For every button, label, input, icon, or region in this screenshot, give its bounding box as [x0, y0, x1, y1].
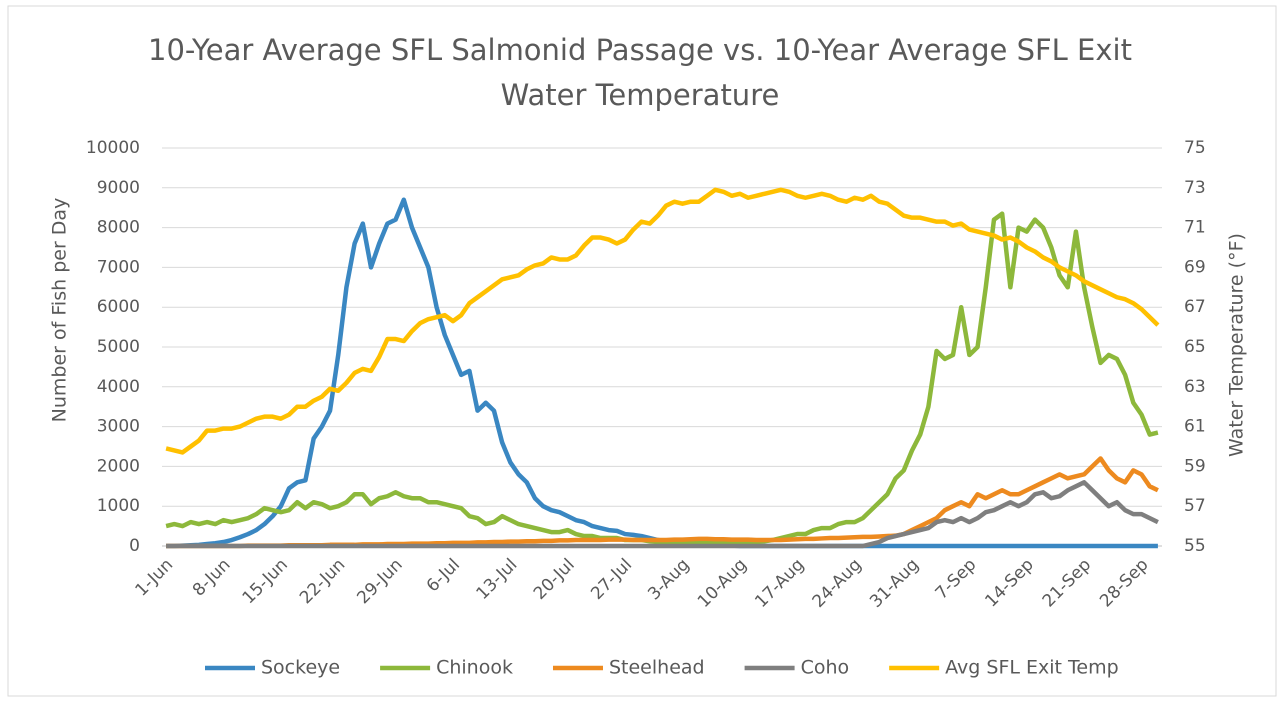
x-tick-label: 29-Jun	[353, 555, 406, 608]
y-axis-label: Number of Fish per Day	[49, 198, 71, 423]
x-tick-label: 24-Aug	[809, 555, 866, 612]
legend-label: Chinook	[436, 657, 513, 679]
series-line	[165, 187, 1160, 455]
y2-tick-label: 63	[1184, 377, 1206, 397]
y2-tick-label: 69	[1184, 257, 1206, 277]
y-tick-label: 7000	[97, 257, 140, 277]
x-tick-label: 15-Jun	[239, 555, 292, 608]
y-tick-label: 8000	[97, 218, 140, 238]
y-tick-label: 4000	[97, 377, 140, 397]
y2-tick-label: 67	[1184, 297, 1206, 317]
y-tick-label: 3000	[97, 417, 140, 437]
y-tick-label: 6000	[97, 297, 140, 317]
x-tick-label: 21-Sep	[1039, 555, 1095, 611]
x-tick-label: 20-Jul	[530, 555, 579, 604]
x-tick-label: 3-Aug	[644, 555, 693, 604]
y2-tick-label: 55	[1184, 536, 1206, 556]
y2-tick-label: 71	[1184, 218, 1206, 238]
legend-label: Coho	[801, 657, 850, 679]
y-tick-label: 2000	[97, 456, 140, 476]
y2-tick-label: 75	[1184, 138, 1206, 158]
x-tick-label: 8-Jun	[189, 555, 235, 601]
y2-tick-label: 57	[1184, 496, 1206, 516]
legend-label: Sockeye	[261, 657, 340, 679]
y2-axis-label: Water Temperature (°F)	[1226, 233, 1248, 457]
y2-tick-label: 61	[1184, 417, 1206, 437]
y2-tick-label: 73	[1184, 178, 1206, 198]
legend-label: Avg SFL Exit Temp	[945, 657, 1119, 679]
x-tick-label: 31-Aug	[866, 555, 923, 612]
chart-border	[7, 5, 1277, 697]
x-tick-label: 7-Sep	[932, 555, 981, 604]
x-tick-label: 17-Aug	[751, 555, 808, 612]
x-tick-label: 28-Sep	[1096, 555, 1152, 611]
chart-title: 10-Year Average SFL Salmonid Passage vs.…	[148, 33, 1132, 112]
y2-tick-label: 59	[1184, 456, 1206, 476]
y-tick-label: 0	[129, 536, 140, 556]
y-tick-label: 1000	[97, 496, 140, 516]
x-tick-label: 10-Aug	[694, 555, 751, 612]
x-tick-label: 27-Jul	[587, 555, 636, 604]
x-tick-label: 1-Jun	[132, 555, 178, 601]
x-tick-label: 22-Jun	[296, 555, 349, 608]
x-tick-label: 6-Jul	[423, 555, 464, 596]
legend-label: Steelhead	[609, 657, 705, 679]
y-tick-label: 9000	[97, 178, 140, 198]
x-tick-label: 13-Jul	[472, 555, 521, 604]
y2-tick-label: 65	[1184, 337, 1206, 357]
y-tick-label: 10000	[86, 138, 140, 158]
y-tick-label: 5000	[97, 337, 140, 357]
x-tick-label: 14-Sep	[981, 555, 1037, 611]
series-line	[166, 480, 1159, 549]
